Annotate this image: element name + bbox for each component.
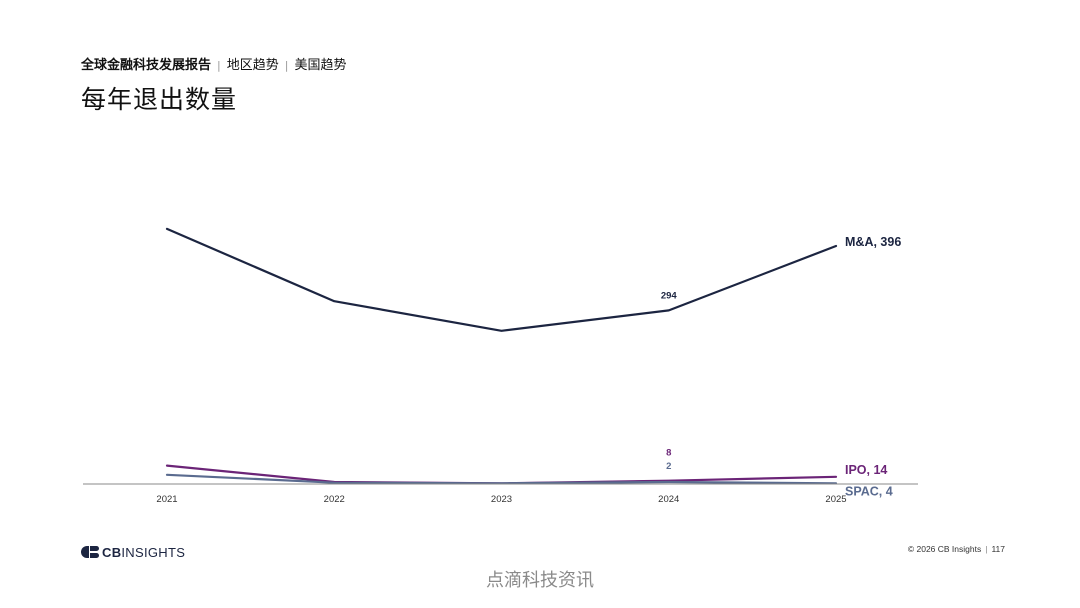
x-axis-ticks: 2021 2022 2023 2024 2025: [156, 494, 846, 505]
breadcrumb-report[interactable]: 全球金融科技发展报告: [81, 58, 212, 73]
data-point-label: 2: [666, 461, 671, 472]
chart-labels: M&A, 396 294 IPO, 14 8 SPAC, 4 2: [661, 235, 901, 498]
series-end-label: IPO, 14: [845, 463, 887, 477]
series-line-ma: [165, 227, 838, 332]
series-line-ipo: [165, 464, 838, 485]
x-tick-label: 2022: [324, 494, 345, 505]
breadcrumb-us[interactable]: 美国趋势: [294, 58, 347, 73]
breadcrumb-region[interactable]: 地区趋势: [226, 58, 279, 73]
x-tick-label: 2021: [156, 494, 177, 505]
logo-prefix: CB: [102, 544, 122, 560]
series-end-label: M&A, 396: [845, 235, 901, 249]
breadcrumb-separator: |: [217, 59, 221, 72]
footer-separator: |: [985, 544, 988, 554]
watermark-text: 点滴科技资讯: [486, 570, 594, 591]
cb-insights-logo: CBINSIGHTS: [81, 545, 185, 560]
series-line-spac: [165, 473, 838, 485]
logo-text: CBINSIGHTS: [102, 545, 185, 560]
copyright-notice: © 2026 CB Insights | 117: [908, 544, 1005, 554]
breadcrumb-separator: |: [284, 59, 289, 72]
x-tick-label: 2025: [825, 494, 846, 505]
cb-logo-mark-icon: [81, 546, 99, 558]
logo-suffix: INSIGHTS: [121, 544, 186, 560]
x-tick-label: 2023: [491, 494, 512, 505]
data-point-label: 8: [666, 448, 671, 459]
page-title: 每年退出数量: [81, 85, 238, 114]
breadcrumb: 全球金融科技发展报告 | 地区趋势 | 美国趋势: [81, 54, 346, 73]
data-point-label: 294: [661, 290, 678, 301]
page-number: 117: [991, 544, 1005, 554]
x-tick-label: 2024: [658, 494, 679, 505]
chart-lines: [165, 227, 838, 485]
copyright-text: © 2026 CB Insights: [907, 544, 982, 554]
series-end-label: SPAC, 4: [845, 484, 893, 498]
